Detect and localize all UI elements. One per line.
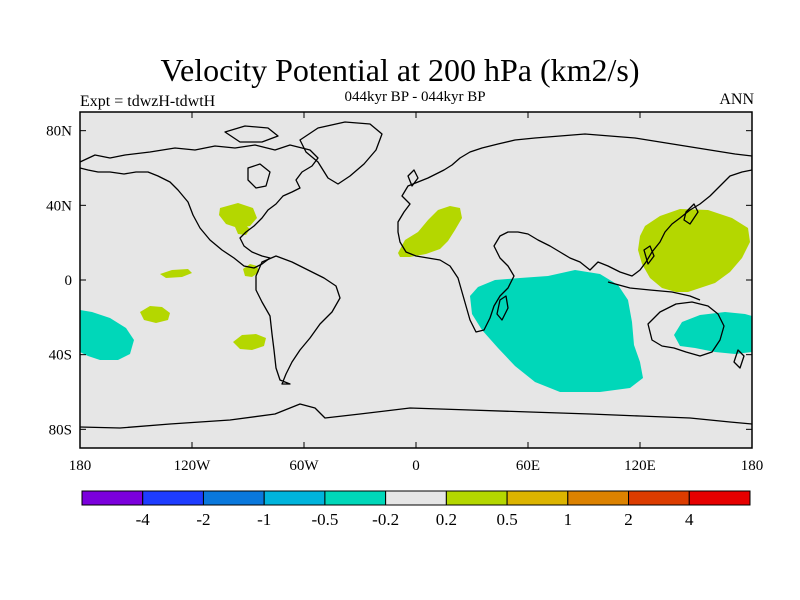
- y-tick-label: 40S: [49, 348, 72, 364]
- colorbar-swatch: [81, 490, 144, 506]
- coast-north-america: [80, 144, 319, 269]
- colorbar-swatch: [688, 490, 751, 506]
- colorbar-swatch: [263, 490, 326, 506]
- colorbar-swatch: [506, 490, 569, 506]
- negative-region: [80, 310, 134, 360]
- y-tick-label: 80N: [46, 124, 72, 140]
- coast-australia: [647, 301, 725, 357]
- colorbar-swatch: [445, 490, 508, 506]
- coast-new-zealand: [733, 349, 745, 369]
- colorbar-swatch: [567, 490, 630, 506]
- colorbar-label: -0.2: [372, 510, 399, 529]
- colorbar-label: 2: [624, 510, 633, 529]
- coastlines: [80, 121, 752, 429]
- positive-region: [233, 334, 266, 350]
- x-tick-label: 60E: [516, 458, 540, 474]
- coast-philippines: [643, 245, 655, 265]
- y-tick-label: 40N: [46, 198, 72, 214]
- positive-region: [219, 203, 257, 228]
- colorbar-label: -0.5: [311, 510, 338, 529]
- negative-region: [674, 312, 752, 354]
- colorbar-label: -1: [257, 510, 271, 529]
- season-label: ANN: [719, 91, 754, 108]
- coast-japan: [683, 203, 699, 225]
- colorbar-label: -2: [196, 510, 210, 529]
- map-title: Velocity Potential at 200 hPa (km2/s): [160, 52, 640, 88]
- negative-region: [470, 270, 643, 392]
- colorbar-swatch: [142, 490, 204, 506]
- x-axis: 180 120W 60W 0 60E 120E 180: [69, 112, 764, 474]
- colorbar-label: 0.2: [436, 510, 457, 529]
- experiment-label: Expt = tdwzH-tdwtH: [80, 93, 216, 110]
- colorbar-label: 0.5: [496, 510, 517, 529]
- positive-region: [398, 206, 462, 257]
- colorbar-swatch: [385, 490, 447, 506]
- map-background: [80, 112, 752, 448]
- anomaly-regions: [80, 203, 752, 392]
- coast-eurasia-africa: [397, 133, 752, 333]
- y-tick-label: 0: [65, 273, 73, 289]
- x-tick-label: 180: [69, 458, 92, 474]
- positive-region: [160, 269, 192, 278]
- coast-greenland: [299, 121, 383, 185]
- coast-hudson: [247, 163, 271, 189]
- positive-region: [638, 209, 750, 292]
- colorbar-swatch: [324, 490, 387, 506]
- x-tick-label: 120W: [174, 458, 212, 474]
- coast-antarctica: [80, 403, 752, 429]
- x-tick-label: 60W: [289, 458, 319, 474]
- coast-madagascar: [496, 295, 509, 321]
- colorbar-label: 4: [685, 510, 694, 529]
- y-axis: 80N 40N 0 40S 80S: [46, 124, 752, 438]
- x-tick-label: 0: [412, 458, 420, 474]
- x-tick-label: 180: [741, 458, 764, 474]
- colorbar-swatch: [628, 490, 690, 506]
- coast-uk: [407, 169, 419, 187]
- coast-arctic-islands: [224, 125, 279, 143]
- map-subtitle: 044kyr BP - 044kyr BP: [344, 89, 486, 105]
- colorbar-label: 1: [564, 510, 573, 529]
- positive-region: [140, 306, 170, 323]
- colorbar-label: -4: [136, 510, 151, 529]
- coast-south-america: [255, 255, 341, 385]
- x-tick-label: 120E: [624, 458, 656, 474]
- colorbar-swatch: [202, 490, 265, 506]
- y-tick-label: 80S: [49, 422, 72, 438]
- coast-indonesia: [607, 281, 701, 301]
- colorbar: -4 -2 -1 -0.5 -0.2 0.2 0.5 1 2 4: [81, 490, 751, 529]
